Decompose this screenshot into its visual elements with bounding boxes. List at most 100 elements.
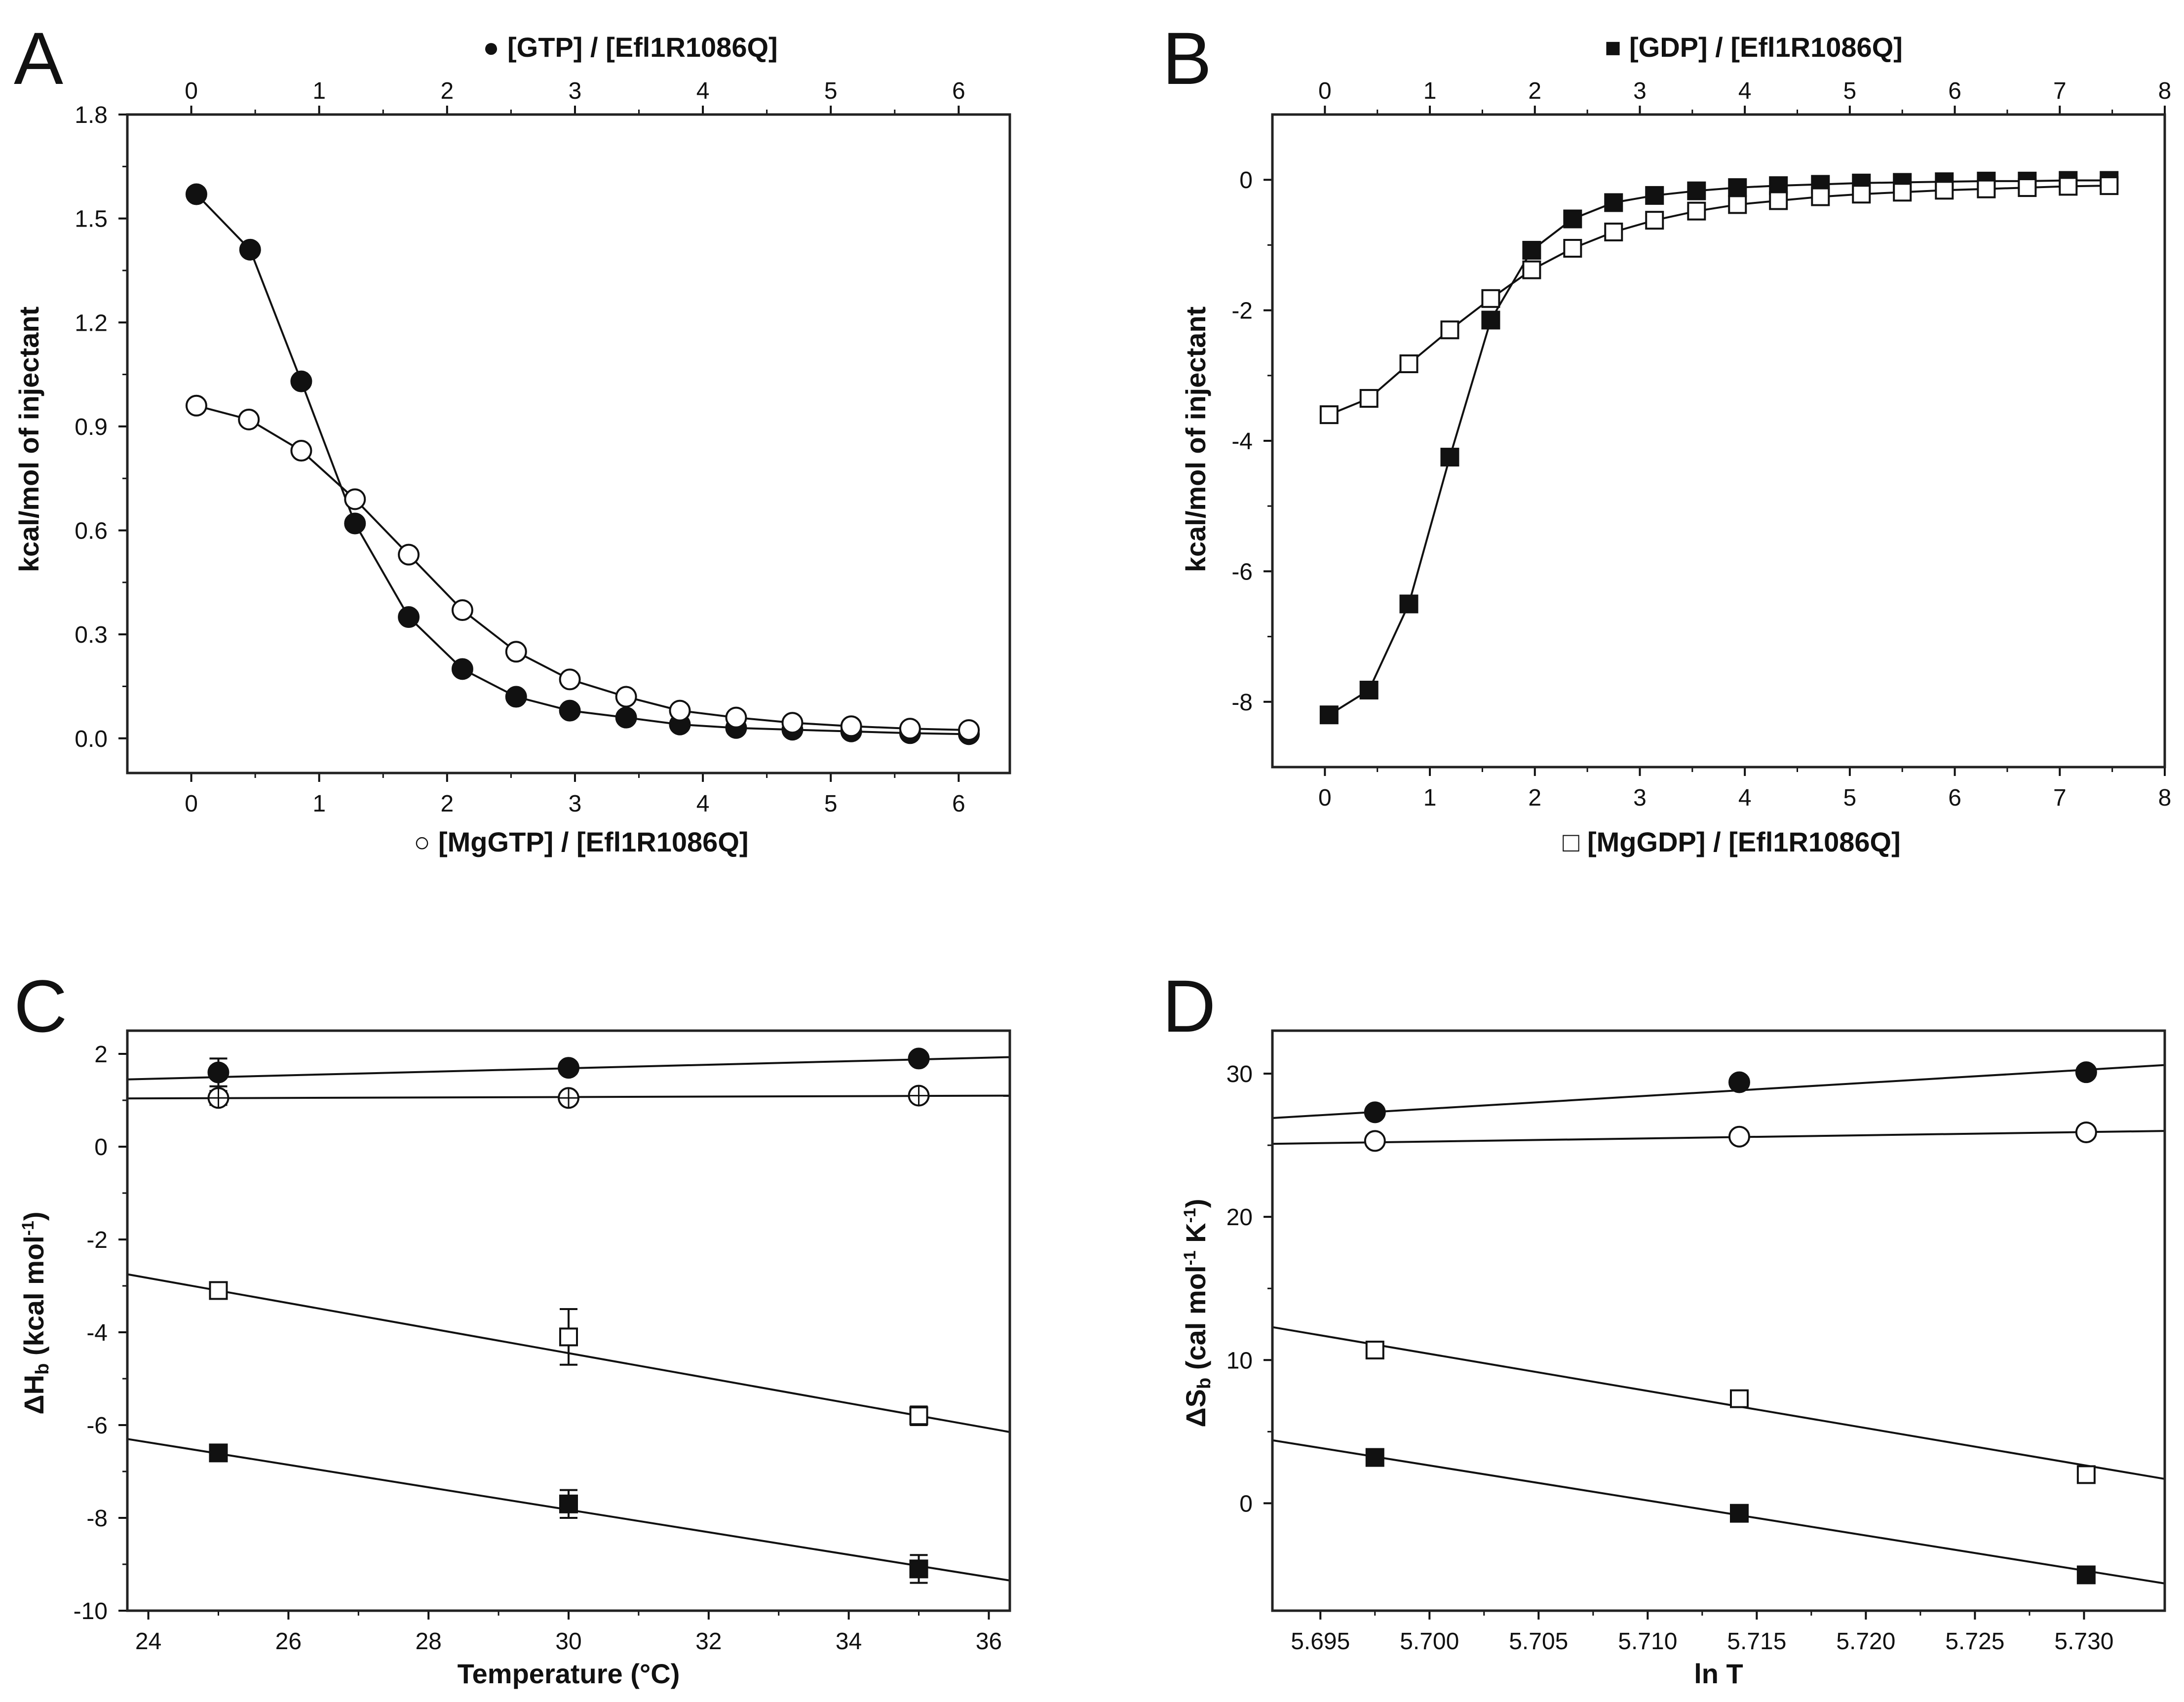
panel-c-mggdp-point — [209, 1281, 228, 1300]
panel-a-mggtp-point — [398, 543, 420, 566]
panel-a-top-tick-label: 2 — [440, 78, 454, 104]
panel-b-top-tick-label: 6 — [1948, 78, 1961, 104]
panel-a-top-tick-label: 4 — [696, 78, 710, 104]
panel-a-top-axis-title: ● [GTP] / [Efl1R1086Q] — [483, 32, 778, 63]
panel-c-y-axis-unit: (kcal mol — [18, 1236, 49, 1363]
panel-d-gdp-point — [1365, 1448, 1384, 1467]
panel-c-y-axis-label: ΔHb (kcal mol-1) — [18, 1211, 53, 1414]
panel-d-y-tick-label: 0 — [1239, 1491, 1253, 1517]
panel-d-mggdp-fit-line — [1272, 1326, 2165, 1480]
panel-a-x-tick-label: 3 — [569, 791, 582, 817]
panel-c-mggdp-point — [909, 1406, 928, 1426]
panel-a-plot — [185, 183, 980, 745]
panel-a-mggtp-point — [669, 699, 691, 722]
panel-d-x-tick-label: 5.710 — [1618, 1628, 1677, 1655]
panel-a-y-axis-label: kcal/mol of injectant — [13, 307, 44, 572]
panel-letter-c: C — [14, 965, 67, 1047]
panel-a-mggtp-point — [290, 440, 312, 462]
panel-a-mggtp-point — [185, 394, 207, 417]
panel-b-top-tick-label: 3 — [1633, 78, 1647, 104]
panel-b-top-tick-label: 1 — [1423, 78, 1437, 104]
panel-a-gtp-point — [398, 606, 420, 628]
panel-b-ticks: 0 0 1 1 2 2 3 3 4 4 5 5 6 6 7 7 8 8 -8 -6 -4 -2 0 — [1231, 78, 2171, 811]
panel-b-gdp-point — [1604, 193, 1623, 212]
panel-c-gtp-point — [908, 1047, 930, 1070]
panel-a-gtp-point — [451, 658, 473, 680]
panel-d-y-tick-label: 20 — [1226, 1204, 1253, 1231]
panel-b-mggdp-point — [1481, 289, 1500, 308]
panel-a-top-tick-label: 5 — [824, 78, 838, 104]
panel-b-gdp-point — [1645, 186, 1664, 205]
panel-a-mggtp-point — [505, 641, 527, 663]
panel-a-y-tick-label: 0.3 — [75, 622, 108, 648]
panel-b-mggdp-point — [1604, 222, 1623, 241]
panel-c-frame — [126, 1029, 1011, 1612]
panel-d-y-axis-superscript-2: -1 — [1181, 1208, 1199, 1223]
panel-a-top-tick-label: 0 — [185, 78, 198, 104]
panel-c-gtp-point — [207, 1061, 230, 1083]
panel-a-gtp-point — [615, 706, 637, 729]
panel-b-mggdp-point — [1893, 183, 1912, 202]
panel-d-y-axis-subscript: b — [1194, 1378, 1215, 1389]
panel-d-plot — [1272, 1061, 2165, 1585]
panel-b: B ■ [GDP] / [Efl1R1086Q] □ [MgGDP] / [Ef… — [1162, 17, 2171, 857]
panel-a-gtp-point — [344, 512, 366, 535]
panel-c-gdp-point — [909, 1559, 928, 1579]
panel-c-y-axis-subscript: b — [32, 1363, 53, 1375]
panel-b-frame — [1271, 113, 2166, 769]
panel-b-x-tick-label: 1 — [1423, 785, 1437, 811]
panel-b-gdp-point — [1359, 681, 1379, 700]
panel-c-y-tick-label: -8 — [86, 1506, 108, 1532]
panel-c: C Temperature (°C) ΔHb (kcal mol-1) 24 26… — [14, 965, 1011, 1689]
panel-b-gdp-point — [1522, 240, 1541, 260]
panel-d-y-axis-label: ΔSb (cal mol-1 K-1) — [1180, 1199, 1215, 1427]
panel-a-x-tick-label: 0 — [185, 791, 198, 817]
panel-a-x-axis-marker: ○ — [414, 826, 430, 857]
panel-b-top-tick-label: 8 — [2158, 78, 2172, 104]
panel-a-top-axis-marker: ● — [483, 32, 499, 63]
panel-c-x-tick-label: 30 — [555, 1628, 581, 1655]
panel-c-ticks: 24 26 28 30 32 34 36 -10 -8 -6 -4 -2 0 2 — [74, 1042, 1002, 1655]
panel-b-mggdp-point — [1522, 260, 1541, 279]
panel-d-gdp-point — [1729, 1504, 1749, 1523]
panel-a-mggtp-point — [840, 715, 862, 737]
panel-c-gdp-point — [559, 1494, 578, 1513]
panel-d-gdp-point — [2076, 1565, 2096, 1585]
panel-b-top-tick-label: 2 — [1528, 78, 1541, 104]
panel-b-top-tick-label: 5 — [1843, 78, 1857, 104]
panel-a-top-axis-label: [GTP] / [Efl1R1086Q] — [507, 32, 778, 63]
panel-d-x-tick-label: 5.725 — [1945, 1628, 2004, 1655]
panel-a-frame — [126, 113, 1011, 774]
panel-d-x-tick-label: 5.695 — [1291, 1628, 1350, 1655]
panel-c-x-tick-label: 26 — [275, 1628, 302, 1655]
panel-a-y-tick-label: 0.0 — [75, 726, 108, 752]
panel-b-top-axis-title: ■ [GDP] / [Efl1R1086Q] — [1605, 32, 1903, 63]
panel-a-x-tick-label: 4 — [696, 791, 710, 817]
panel-d-ticks: 5.695 5.700 5.705 5.710 5.715 5.720 5.725 5.730… — [1226, 1061, 2114, 1655]
panel-b-mggdp-point — [1319, 405, 1339, 425]
panel-d-mggdp-point — [2076, 1465, 2096, 1484]
panel-d-x-tick-label: 5.700 — [1400, 1628, 1459, 1655]
panel-c-x-axis-label: Temperature (°C) — [458, 1658, 680, 1689]
panel-c-plot — [127, 1047, 1010, 1584]
panel-b-mggdp-point — [2018, 178, 2037, 197]
panel-a-y-tick-label: 1.5 — [75, 206, 108, 232]
panel-b-mggdp-point — [1728, 195, 1747, 214]
panel-b-y-tick-label: -8 — [1231, 690, 1253, 716]
panel-b-gdp-point — [1687, 181, 1706, 200]
panel-b-gdp-point — [1319, 705, 1339, 725]
panel-b-x-tick-label: 3 — [1633, 785, 1647, 811]
panel-d-y-tick-label: 10 — [1226, 1348, 1253, 1374]
panel-b-x-tick-label: 6 — [1948, 785, 1961, 811]
panel-d-x-axis-label: ln T — [1694, 1658, 1743, 1689]
panel-c-y-tick-label: 2 — [94, 1042, 108, 1068]
panel-letter-a: A — [14, 17, 63, 100]
panel-a-gtp-point — [239, 238, 261, 261]
panel-b-y-tick-label: 0 — [1239, 167, 1253, 193]
panel-c-gdp-point — [209, 1443, 228, 1463]
panel-c-x-tick-label: 36 — [976, 1628, 1002, 1655]
panel-c-y-tick-label: -6 — [86, 1413, 108, 1439]
panel-b-mggdp-point — [2059, 177, 2078, 196]
